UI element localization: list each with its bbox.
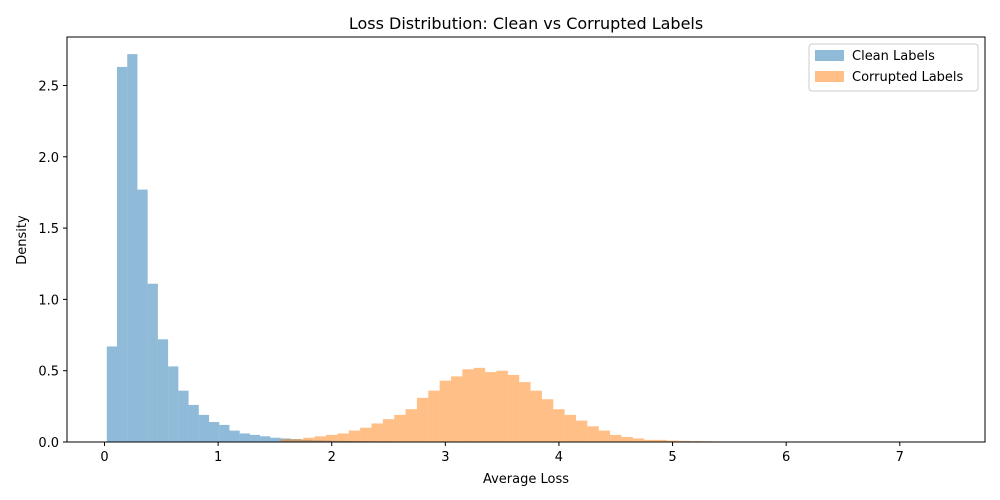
histogram-bar xyxy=(416,397,429,442)
histogram-bar xyxy=(291,439,304,442)
histogram-bar xyxy=(655,439,667,442)
x-axis-ticks: 0 1 2 3 4 5 6 7 xyxy=(100,442,904,465)
x-tick-label: 3 xyxy=(441,450,449,465)
histogram-bar xyxy=(219,424,230,442)
histogram-bar xyxy=(314,436,327,442)
histogram-bar xyxy=(168,366,179,442)
y-tick-label: 2.5 xyxy=(38,79,59,94)
x-tick-label: 2 xyxy=(328,450,336,465)
histogram-bar xyxy=(541,399,554,442)
series-corrupted xyxy=(280,367,940,442)
histogram-bar xyxy=(249,434,261,442)
legend-swatch-corrupted xyxy=(815,71,844,82)
histogram-bar xyxy=(382,419,395,442)
histogram-bar xyxy=(462,369,474,442)
histogram-bar xyxy=(507,374,520,442)
histogram-bar xyxy=(666,440,679,442)
histogram-bar xyxy=(405,409,417,442)
histogram-bar xyxy=(147,283,158,442)
histogram-bar xyxy=(157,339,169,442)
histogram-bar xyxy=(178,390,189,442)
y-axis-ticks: 0.0 0.5 1.0 1.5 2.0 2.5 xyxy=(38,79,67,451)
histogram-bar xyxy=(371,423,383,442)
x-axis-label: Average Loss xyxy=(483,472,569,487)
histogram-bar xyxy=(270,437,281,442)
histogram-bar xyxy=(519,382,531,442)
x-tick-label: 1 xyxy=(214,450,222,465)
histogram-bar xyxy=(116,66,128,443)
histogram-bar xyxy=(598,430,611,442)
histogram-bar xyxy=(209,422,220,442)
y-tick-label: 0.0 xyxy=(38,436,59,451)
histogram-bar xyxy=(610,434,622,442)
histogram-bar xyxy=(360,427,372,442)
x-tick-label: 7 xyxy=(896,450,904,465)
chart-title: Loss Distribution: Clean vs Corrupted La… xyxy=(349,14,703,33)
x-tick-label: 4 xyxy=(555,450,563,465)
histogram-bar xyxy=(239,433,250,442)
histogram-bar xyxy=(229,430,240,442)
legend-label-clean: Clean Labels xyxy=(852,49,935,64)
y-tick-label: 1.0 xyxy=(38,293,59,308)
y-tick-label: 1.5 xyxy=(38,222,59,237)
x-tick-label: 0 xyxy=(100,450,108,465)
histogram-bar xyxy=(678,440,690,442)
histogram-bar xyxy=(473,367,486,442)
histogram-bar xyxy=(439,380,452,442)
histogram-bar xyxy=(326,434,338,442)
histogram-bar xyxy=(644,439,656,442)
plot-frame xyxy=(66,36,986,443)
y-tick-label: 2.0 xyxy=(38,151,59,166)
histogram-bar xyxy=(621,437,633,442)
histogram-bar xyxy=(485,372,497,442)
series-clean xyxy=(106,54,946,443)
histogram-bar xyxy=(496,370,508,442)
histogram-bar xyxy=(530,390,542,442)
histogram-bar xyxy=(553,409,565,442)
histogram-bar xyxy=(394,414,406,442)
histogram-bar xyxy=(188,404,199,442)
legend-label-corrupted: Corrupted Labels xyxy=(852,70,964,85)
histogram-bar xyxy=(564,414,576,442)
x-tick-label: 5 xyxy=(668,450,676,465)
histogram-bar xyxy=(137,189,148,442)
x-tick-label: 6 xyxy=(782,450,790,465)
histogram-bar xyxy=(632,438,645,442)
legend-swatch-clean xyxy=(815,50,844,61)
legend: Clean Labels Corrupted Labels xyxy=(808,43,979,92)
histogram-bar xyxy=(260,436,271,442)
y-axis-label: Density xyxy=(15,215,30,265)
histogram-bar xyxy=(280,439,292,442)
histogram-bar xyxy=(127,54,138,443)
histogram-bar xyxy=(451,376,463,442)
histogram-bar xyxy=(428,390,440,442)
histogram-bar xyxy=(575,420,588,442)
histogram-bar xyxy=(337,433,349,442)
histogram-bar xyxy=(198,414,210,442)
y-tick-label: 0.5 xyxy=(38,365,59,380)
plot-bars xyxy=(106,54,946,443)
histogram-bar xyxy=(587,426,599,442)
histogram-bar xyxy=(106,346,117,442)
histogram-bar xyxy=(303,437,315,442)
histogram-bar xyxy=(348,430,361,442)
legend-frame xyxy=(808,43,979,92)
